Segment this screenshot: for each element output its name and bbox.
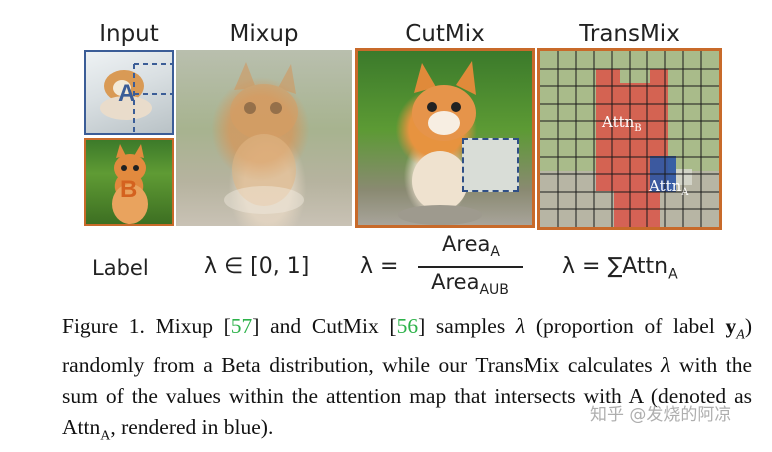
watermark: 知乎 @发烧的阿凉 (590, 405, 732, 425)
transmix-lambda-formula: λ = ∑AttnA (562, 254, 678, 283)
citation-56[interactable]: 56 (396, 314, 419, 338)
mixup-blend-illustration (224, 62, 304, 214)
cutmix-numerator: AreaA (442, 232, 500, 261)
title-cutmix: CutMix (405, 21, 485, 47)
label-letter-b: B (120, 176, 138, 203)
figure-caption: Figure 1. Mixup [57] and CutMix [56] sam… (62, 314, 752, 444)
label-row-heading: Label (92, 256, 149, 280)
cutmix-kitten-illustration (398, 61, 482, 225)
attn-b-label: AttnB (602, 113, 642, 134)
mixup-lambda-formula: λ ∈ [0, 1] (204, 254, 310, 279)
cutmix-lambda-lhs: λ = (360, 254, 399, 279)
cutmix-image (355, 48, 535, 228)
mixup-image (176, 50, 352, 226)
label-letter-a: A (118, 80, 136, 107)
citation-57[interactable]: 57 (230, 314, 253, 338)
cutmix-pasted-patch (462, 138, 519, 192)
cutmix-denominator: AreaAUB (431, 270, 509, 299)
title-input: Input (99, 21, 159, 47)
fraction-bar (418, 266, 523, 268)
attn-a-label: AttnA (649, 177, 689, 198)
input-image-a: A (84, 50, 174, 135)
title-transmix: TransMix (579, 21, 680, 47)
input-image-b: B (84, 138, 174, 226)
transmix-attention-image: AttnB AttnA (537, 48, 722, 230)
kitten-illustration (112, 144, 148, 224)
puppy-illustration (100, 63, 172, 133)
attention-grid (540, 51, 719, 227)
title-mixup: Mixup (229, 21, 299, 47)
